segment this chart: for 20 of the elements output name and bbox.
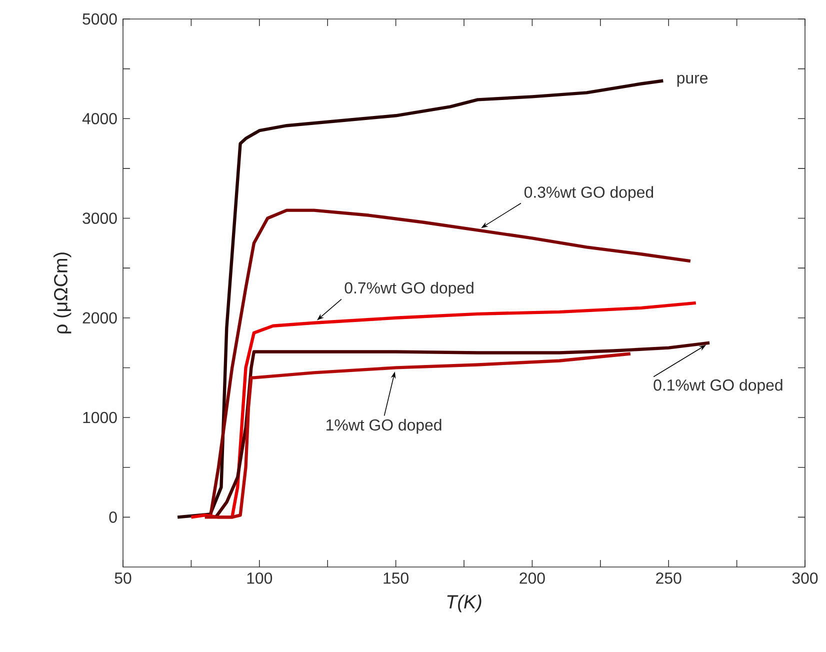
y-tick-label: 3000 [82,212,117,224]
series-label: 0.7%wt GO doped [344,282,474,297]
x-tick-label: 300 [792,572,818,584]
y-tick-label: 2000 [82,312,117,324]
y-tick-label: 0 [109,512,117,523]
series-label: pure [677,74,708,87]
series-label: 0.1%wt GO doped [654,379,782,394]
y-tick-label: 4000 [82,112,117,124]
x-tick-label: 200 [520,572,545,584]
x-tick-label: 150 [384,572,408,584]
x-tick-label: 250 [656,572,682,584]
line-series [203,352,632,519]
x-tick-label: 100 [247,572,272,584]
text: 1%wt GO doped [326,418,442,434]
y-tick-label: 1000 [83,412,117,424]
y-axis-title: ρ (μΩCm) [54,252,72,334]
x-axis-title: T(K) [447,594,482,612]
x-tick-label: 50 [114,572,132,584]
text: 0.3%wt GO doped [524,186,654,202]
y-tick-label: 5000 [82,13,117,25]
